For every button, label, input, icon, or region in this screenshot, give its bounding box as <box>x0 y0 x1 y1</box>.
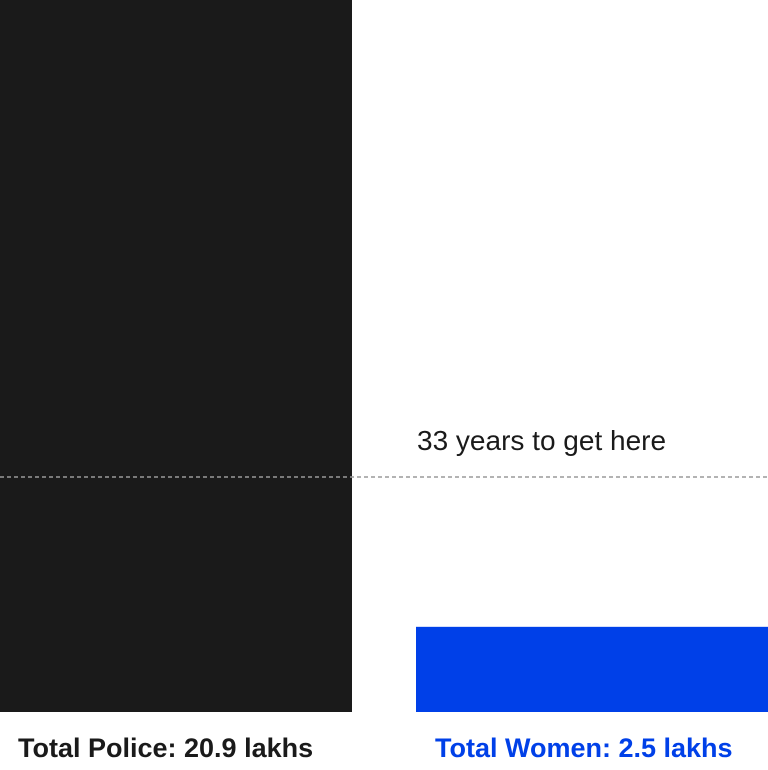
label-total-women: Total Women: 2.5 lakhs <box>435 733 733 763</box>
bar-total-police <box>0 0 352 712</box>
reference-annotation: 33 years to get here <box>417 425 666 456</box>
label-total-police: Total Police: 20.9 lakhs <box>18 733 313 763</box>
bar-total-women <box>416 626 768 712</box>
